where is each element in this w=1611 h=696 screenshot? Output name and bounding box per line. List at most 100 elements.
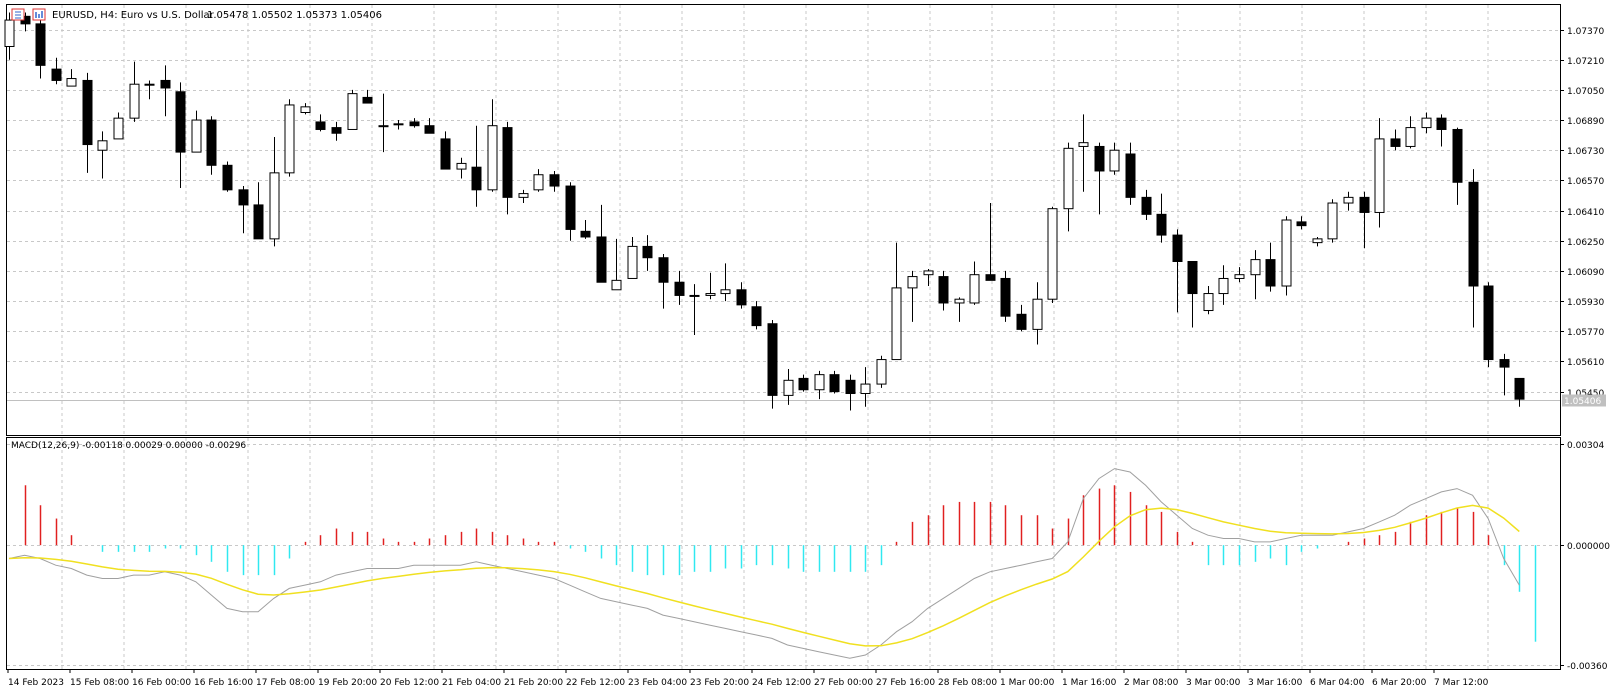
price-tick-label: 1.07370 bbox=[1567, 27, 1604, 37]
bull-candle-body bbox=[97, 140, 108, 151]
bear-candle-body bbox=[1514, 377, 1525, 400]
candle bbox=[923, 269, 934, 287]
bear-candle-body bbox=[798, 377, 809, 391]
candle bbox=[1405, 116, 1416, 149]
time-tick-label: 3 Mar 16:00 bbox=[1248, 678, 1303, 688]
candle bbox=[238, 186, 249, 234]
bear-candle-body bbox=[596, 236, 607, 283]
macd-line bbox=[8, 468, 1520, 659]
candle bbox=[409, 118, 420, 128]
candlesticks bbox=[4, 12, 1560, 411]
candle bbox=[1203, 286, 1214, 315]
candle bbox=[1125, 142, 1136, 205]
bull-candle-body bbox=[923, 270, 934, 276]
candle bbox=[502, 121, 513, 215]
candle bbox=[814, 370, 825, 400]
candle bbox=[1483, 282, 1494, 368]
price-tick-label: 1.06730 bbox=[1567, 147, 1604, 157]
bull-candle-body bbox=[456, 162, 467, 170]
candle bbox=[160, 65, 171, 117]
price-tick-label: 1.06250 bbox=[1567, 238, 1604, 248]
candle bbox=[1141, 189, 1152, 220]
candle bbox=[596, 204, 607, 283]
time-tick-label: 1 Mar 16:00 bbox=[1062, 678, 1117, 688]
bull-candle-body bbox=[1374, 138, 1385, 213]
candle bbox=[1032, 282, 1043, 345]
bull-candle-body bbox=[1421, 117, 1432, 129]
bear-candle-body bbox=[253, 204, 264, 240]
bear-candle-body bbox=[82, 79, 93, 146]
candle bbox=[767, 319, 778, 409]
bull-candle-body bbox=[705, 293, 716, 296]
bull-candle-body bbox=[891, 287, 902, 361]
candle bbox=[1187, 260, 1198, 328]
candle bbox=[1499, 353, 1510, 396]
ohlc-values: 1.05478 1.05502 1.05373 1.05406 bbox=[207, 10, 382, 21]
time-tick-label: 19 Feb 20:00 bbox=[318, 678, 377, 688]
chart-header: EURUSD, H4: Euro vs U.S. Dollar 1.05478 … bbox=[11, 8, 382, 451]
candle bbox=[1312, 236, 1323, 247]
price-tick-label: 1.07050 bbox=[1567, 87, 1604, 97]
candle bbox=[253, 182, 264, 240]
bull-candle-body bbox=[1405, 127, 1416, 147]
candle bbox=[362, 89, 373, 104]
price-pane-frame bbox=[6, 4, 1561, 436]
bull-candle-body bbox=[487, 125, 498, 191]
price-tick-label: 1.05770 bbox=[1567, 328, 1604, 338]
candle bbox=[1359, 191, 1370, 249]
bull-candle-body bbox=[1203, 293, 1214, 312]
candle bbox=[938, 270, 949, 311]
bear-candle-body bbox=[1141, 196, 1152, 215]
candle bbox=[487, 99, 498, 192]
candle bbox=[315, 114, 326, 132]
candle bbox=[393, 120, 404, 130]
macd-tick-label: -0.00360 bbox=[1567, 662, 1608, 672]
bear-candle-body bbox=[424, 125, 435, 134]
candle bbox=[1172, 229, 1183, 313]
candle bbox=[1452, 127, 1463, 205]
candle bbox=[4, 12, 15, 60]
bear-candle-body bbox=[238, 189, 249, 206]
candle bbox=[1094, 142, 1105, 215]
bear-candle-body bbox=[845, 379, 856, 395]
candle bbox=[66, 69, 77, 87]
candle bbox=[175, 82, 186, 188]
bar-chart-icon[interactable] bbox=[32, 8, 46, 21]
candle-chart-icon[interactable] bbox=[11, 8, 25, 21]
bear-candle-body bbox=[1296, 221, 1307, 227]
bear-candle-body bbox=[1499, 359, 1510, 368]
bear-candle-body bbox=[1125, 153, 1136, 198]
bull-candle-body bbox=[1218, 277, 1229, 295]
candle bbox=[1218, 265, 1229, 305]
candle bbox=[1156, 193, 1167, 243]
time-tick-label: 15 Feb 08:00 bbox=[70, 678, 129, 688]
bull-candle-body bbox=[720, 289, 731, 295]
macd-title: MACD(12,26,9) -0.00118 0.00029 0.00000 -… bbox=[11, 441, 246, 451]
candle bbox=[845, 374, 856, 411]
candle bbox=[191, 110, 202, 153]
candle bbox=[1063, 142, 1074, 232]
macd-pane-frame bbox=[6, 437, 1561, 670]
grid bbox=[7, 5, 1560, 669]
bear-candle-body bbox=[175, 91, 186, 153]
bear-candle-body bbox=[674, 281, 685, 296]
bear-candle-body bbox=[331, 127, 342, 134]
bull-candle-body bbox=[627, 245, 638, 279]
candle bbox=[627, 236, 638, 279]
candle bbox=[144, 80, 155, 100]
bull-candle-body bbox=[1281, 219, 1292, 287]
price-tick-label: 1.06570 bbox=[1567, 177, 1604, 187]
candle bbox=[269, 137, 280, 247]
candle bbox=[113, 112, 124, 140]
bull-candle-body bbox=[1032, 298, 1043, 330]
time-tick-label: 27 Feb 16:00 bbox=[876, 678, 935, 688]
time-tick-label: 23 Feb 20:00 bbox=[690, 678, 749, 688]
bull-candle-body bbox=[4, 19, 15, 47]
candle bbox=[533, 169, 544, 192]
time-tick-label: 17 Feb 08:00 bbox=[256, 678, 315, 688]
bear-candle-body bbox=[938, 276, 949, 304]
candle bbox=[611, 238, 622, 291]
price-tick-label: 1.07210 bbox=[1567, 57, 1604, 67]
